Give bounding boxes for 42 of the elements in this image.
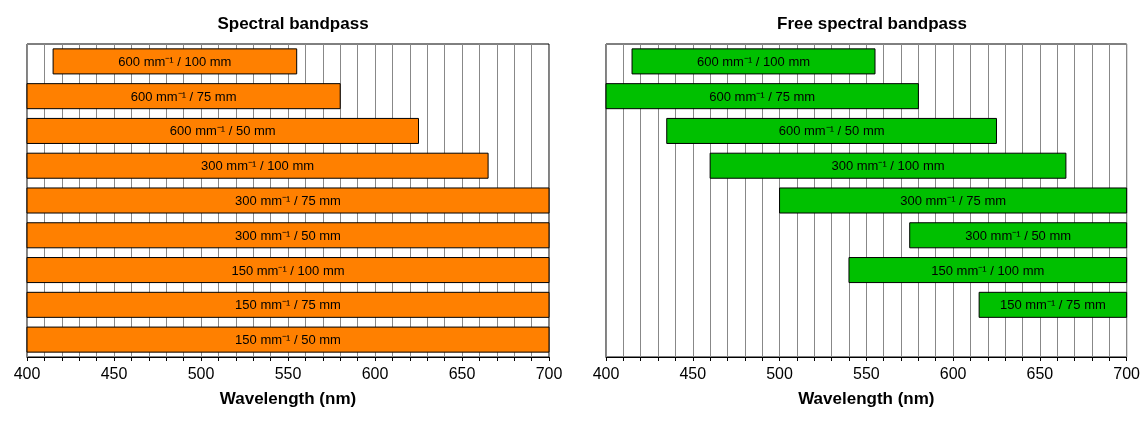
x-tick-label: 450	[100, 364, 128, 382]
category-label: 600 mm⁻¹ / 50 mm	[778, 123, 885, 139]
x-tick-label: 450	[679, 364, 707, 382]
category-label: 600 mm⁻¹ / 75 mm	[130, 88, 237, 104]
x-tick-label: 600	[939, 364, 967, 382]
x-tick-label: 600	[361, 364, 389, 382]
category-label: 600 mm⁻¹ / 50 mm	[169, 123, 276, 139]
category-label: 150 mm⁻¹ / 100 mm	[931, 262, 1045, 278]
category-label: 150 mm⁻¹ / 100 mm	[231, 262, 345, 278]
category-label: 150 mm⁻¹ / 75 mm	[235, 297, 341, 313]
bar	[52, 48, 298, 75]
category-label: 300 mm⁻¹ / 100 mm	[201, 158, 315, 174]
x-tick-label: 500	[187, 364, 215, 382]
bar	[779, 187, 1128, 214]
category-label: 600 mm⁻¹ / 75 mm	[709, 88, 816, 104]
bar	[631, 48, 876, 75]
x-tick-label: 700	[535, 364, 563, 382]
x-tick-label: 650	[1026, 364, 1054, 382]
x-tick-label: 550	[852, 364, 880, 382]
x-tick-label: 400	[13, 364, 41, 382]
category-label: 600 mm⁻¹ / 100 mm	[696, 53, 811, 69]
category-label: 300 mm⁻¹ / 100 mm	[831, 158, 945, 174]
x-tick-label: 700	[1113, 364, 1141, 382]
bar	[909, 222, 1128, 249]
bar	[709, 152, 1067, 179]
x-tick-label: 650	[448, 364, 476, 382]
category-label: 300 mm⁻¹ / 75 mm	[235, 193, 341, 208]
category-label: 300 mm⁻¹ / 50 mm	[235, 227, 341, 243]
bar	[848, 257, 1128, 284]
category-label: 300 mm⁻¹ / 75 mm	[900, 193, 1007, 208]
x-tick-label: 550	[274, 364, 302, 382]
bar	[666, 117, 997, 144]
category-label: 300 mm⁻¹ / 50 mm	[965, 227, 1072, 243]
chart-title: Spectral bandpass	[217, 14, 369, 33]
category-label: 600 mm⁻¹ / 100 mm	[118, 53, 232, 69]
x-axis-title: Wavelength (nm)	[798, 389, 935, 408]
category-label: 150 mm⁻¹ / 50 mm	[235, 332, 341, 348]
x-tick-label: 400	[592, 364, 620, 382]
x-tick-label: 500	[766, 364, 793, 382]
chart-title: Free spectral bandpass	[777, 14, 967, 33]
x-axis-title: Wavelength (nm)	[219, 389, 357, 408]
category-label: 150 mm⁻¹ / 75 mm	[999, 297, 1106, 313]
